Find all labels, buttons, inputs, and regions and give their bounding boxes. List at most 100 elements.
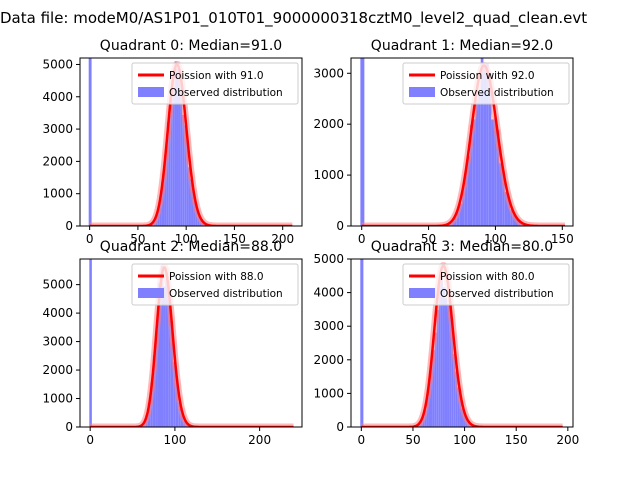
hist-bar [464, 170, 468, 226]
hist-bar [483, 64, 487, 226]
hist-bar [447, 304, 450, 427]
legend-label-poisson: Poission with 92.0 [440, 70, 535, 82]
hist-bar [461, 408, 464, 427]
x-tick-label: 0 [86, 232, 94, 246]
legend-box [131, 263, 299, 306]
hist-bar [191, 189, 194, 226]
legend-1: Poission with 92.0 Observed distribution [402, 62, 570, 105]
legend-label-observed: Observed distribution [169, 87, 283, 99]
legend-label-poisson: Poission with 91.0 [169, 70, 264, 82]
x-tick-label: 50 [421, 232, 436, 246]
y-tick-label: 5000 [42, 57, 73, 71]
y-tick-label: 0 [336, 420, 344, 434]
hist-bar [502, 170, 505, 226]
hist-bar [173, 361, 176, 427]
y-tick-label: 1000 [313, 168, 344, 182]
hist-bar [157, 282, 161, 427]
hist-bar-zero [88, 58, 92, 226]
hist-bar [480, 58, 484, 226]
y-tick-label: 3000 [42, 122, 73, 136]
x-tick-label: 100 [175, 232, 198, 246]
hist-bar [182, 114, 185, 226]
y-tick-label: 3000 [313, 66, 344, 80]
y-tick-label: 2000 [42, 154, 73, 168]
hist-bar [440, 276, 443, 427]
hist-bar [472, 119, 476, 226]
hist-bar [453, 353, 456, 427]
y-tick-label: 3000 [42, 335, 73, 349]
hist-bar-zero [89, 259, 92, 427]
hist-bar [436, 309, 439, 427]
legend-box [402, 62, 570, 105]
y-tick-label: 4000 [42, 306, 73, 320]
hist-bar [467, 155, 471, 226]
axes-frame-0 [79, 57, 303, 227]
x-tick-label: 150 [505, 433, 528, 447]
hist-bar [180, 89, 183, 226]
axes-frame-3 [350, 258, 574, 428]
hist-bar [507, 196, 511, 226]
legend-label-observed: Observed distribution [440, 87, 554, 99]
chart-panel-3: Quadrant 3: Median=80.00 50 100 150 20001000… [313, 239, 579, 447]
chart-title-1: Quadrant 1: Median=92.0 [371, 38, 553, 54]
poisson-curve [361, 264, 563, 427]
legend-0: Poission with 91.0 Observed distribution [131, 62, 299, 105]
y-tick-label: 2000 [42, 363, 73, 377]
hist-bar [486, 62, 489, 226]
hist-bar-zero [360, 259, 364, 427]
y-tick-label: 5000 [42, 278, 73, 292]
hist-bar [163, 286, 166, 427]
hist-bar [462, 186, 465, 226]
hist-bar [432, 349, 435, 427]
legend-3: Poission with 80.0 Observed distribution [402, 263, 570, 306]
y-tick-label: 5000 [313, 252, 344, 266]
x-tick-label: 200 [248, 433, 271, 447]
legend-label-observed: Observed distribution [440, 288, 554, 300]
y-tick-label: 2000 [313, 353, 344, 367]
hist-bar [164, 154, 167, 226]
y-tick-label: 1000 [42, 392, 73, 406]
hist-bar [451, 318, 454, 427]
hist-bar [491, 119, 495, 226]
x-tick-label: 200 [271, 232, 294, 246]
figure-suptitle: Data file: modeM0/AS1P01_010T01_90000003… [0, 9, 587, 28]
hist-bar [444, 297, 448, 427]
legend-hist-swatch [138, 87, 164, 97]
hist-bar [172, 88, 175, 226]
hist-bar [430, 359, 433, 427]
hist-bar [178, 69, 181, 226]
y-tick-label: 0 [336, 219, 344, 233]
x-tick-label: 100 [163, 433, 186, 447]
hist-bar [188, 167, 191, 226]
x-tick-label: 100 [484, 232, 507, 246]
y-tick-label: 1000 [42, 187, 73, 201]
hist-bar [470, 125, 473, 226]
y-tick-label: 0 [65, 219, 73, 233]
poisson-curve [89, 63, 293, 226]
x-tick-label: 0 [358, 232, 366, 246]
hist-bar [455, 371, 458, 427]
hist-bar [510, 209, 513, 226]
legend-hist-swatch [409, 288, 435, 298]
hist-bar [170, 89, 173, 226]
axes-frame-1 [350, 57, 574, 227]
hist-bar [496, 129, 500, 226]
hist-bar [434, 332, 437, 427]
y-tick-label: 4000 [313, 286, 344, 300]
legend-hist-swatch [409, 87, 435, 97]
y-tick-label: 4000 [42, 90, 73, 104]
hist-bar [504, 191, 508, 226]
hist-bar [176, 68, 179, 226]
axes-frame-2 [79, 258, 303, 428]
chart-panel-1: Quadrant 1: Median=92.0 0 50 100 150 0 1000 200… [313, 38, 573, 246]
hist-bar [190, 179, 192, 226]
x-tick-label: 50 [405, 433, 420, 447]
x-tick-label: 50 [130, 232, 145, 246]
y-tick-label: 0 [65, 420, 73, 434]
hist-bar [184, 125, 187, 226]
hist-bar [438, 284, 441, 427]
poisson-curve [89, 266, 294, 427]
plot-area-0 [87, 58, 295, 226]
legend-label-observed: Observed distribution [169, 288, 283, 300]
